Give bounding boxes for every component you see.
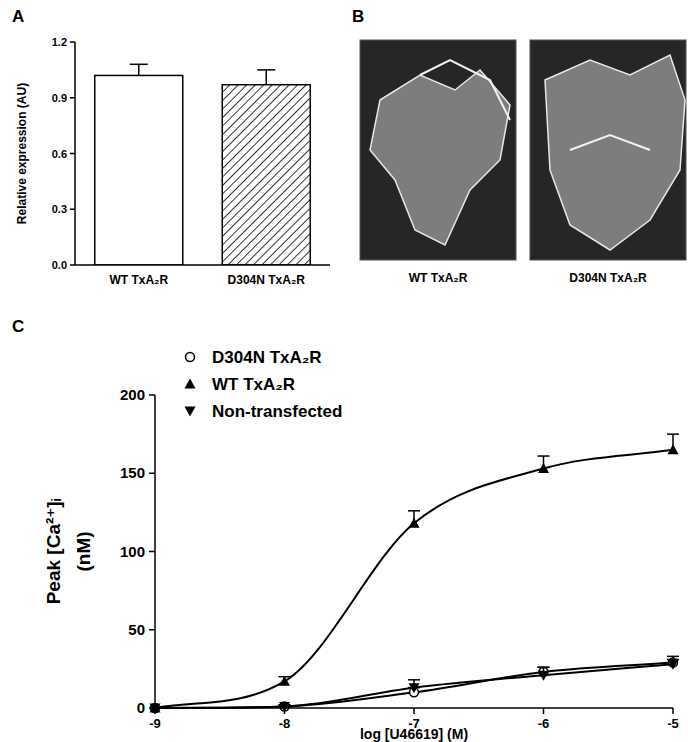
error-cap <box>257 69 275 71</box>
marker <box>279 676 290 686</box>
figure: A WT TxA₂R D304N TxA₂R 0.0 0.3 0.6 0.9 1.2 Relat… <box>0 0 688 742</box>
marker <box>409 518 420 528</box>
y-tick-label: 0.0 <box>52 259 67 271</box>
legend-label: WT TxA₂R <box>212 375 295 394</box>
x-tick <box>413 708 415 714</box>
x-tick-label: -9 <box>149 716 161 731</box>
y-tick-label: 200 <box>120 386 145 403</box>
legend: D304N TxA₂R WT TxA₂R Non-transfected <box>185 348 343 421</box>
plot-area <box>150 434 680 713</box>
y-tick-label: 0.6 <box>52 148 67 160</box>
error-bar <box>266 70 268 85</box>
y-tick <box>70 97 75 99</box>
x-tick <box>543 708 545 714</box>
y-tick <box>149 551 155 553</box>
marker <box>409 683 420 693</box>
error-cap <box>667 433 679 435</box>
y-tick <box>70 264 75 266</box>
y-tick-label: 100 <box>120 543 145 560</box>
y-tick <box>70 209 75 211</box>
x-axis-label: log [U46619] (M) <box>360 726 468 742</box>
y-tick-label: 1.2 <box>52 36 67 48</box>
panel-label: A <box>12 7 24 26</box>
x-axis <box>75 264 330 266</box>
legend-marker <box>185 379 196 389</box>
y-tick-label: 0.9 <box>52 92 67 104</box>
image-caption: WT TxA₂R <box>409 271 468 285</box>
cell <box>370 70 510 245</box>
image-caption: D304N TxA₂R <box>569 271 647 285</box>
curve <box>155 450 673 708</box>
error-cap <box>130 64 148 66</box>
marker <box>668 444 679 454</box>
bar <box>95 75 183 265</box>
panel-label: B <box>352 7 364 26</box>
x-tick-label: -5 <box>667 716 679 731</box>
legend-marker <box>186 353 195 362</box>
y-tick <box>70 41 75 43</box>
y-axis-label: (nM) <box>73 531 94 571</box>
x-tick-label: -6 <box>538 716 550 731</box>
y-axis-label: Relative expression (AU) <box>15 83 29 224</box>
error-bar <box>138 64 140 75</box>
marker <box>538 671 549 681</box>
curve <box>155 663 673 708</box>
image-frame <box>530 40 686 260</box>
y-tick-label: 0.3 <box>52 203 67 215</box>
cell <box>545 55 685 250</box>
marker <box>668 660 679 670</box>
x-tick <box>284 708 286 714</box>
x-tick <box>672 708 674 714</box>
y-tick <box>149 707 155 709</box>
error-cap <box>667 656 679 658</box>
error-cap <box>408 679 420 681</box>
y-axis-label: Peak [Ca²⁺]ᵢ <box>43 498 64 604</box>
y-tick <box>149 473 155 475</box>
error-cap <box>538 667 550 669</box>
error-cap <box>408 510 420 512</box>
bars <box>95 64 311 265</box>
legend-label: Non-transfected <box>212 402 342 421</box>
y-tick <box>149 629 155 631</box>
legend-marker <box>185 407 196 417</box>
x-tick <box>154 708 156 714</box>
cell-edge <box>570 135 650 150</box>
marker <box>538 463 549 473</box>
error-cap <box>538 667 550 669</box>
panel-label: C <box>12 317 24 336</box>
bar <box>222 85 310 265</box>
curve <box>155 664 673 708</box>
y-tick-label: 150 <box>120 464 145 481</box>
category-label: D304N TxA₂R <box>228 273 306 287</box>
y-tick-label: 50 <box>128 621 145 638</box>
category-label: WT TxA₂R <box>109 273 168 287</box>
y-tick <box>70 153 75 155</box>
micrograph <box>360 40 516 260</box>
y-tick-label: 0 <box>137 699 145 716</box>
micrograph <box>530 40 686 260</box>
x-tick-label: -8 <box>279 716 291 731</box>
cell-edge <box>420 60 510 120</box>
error-cap <box>538 455 550 457</box>
image-frame <box>360 40 516 260</box>
y-tick <box>149 394 155 396</box>
legend-label: D304N TxA₂R <box>212 348 322 367</box>
